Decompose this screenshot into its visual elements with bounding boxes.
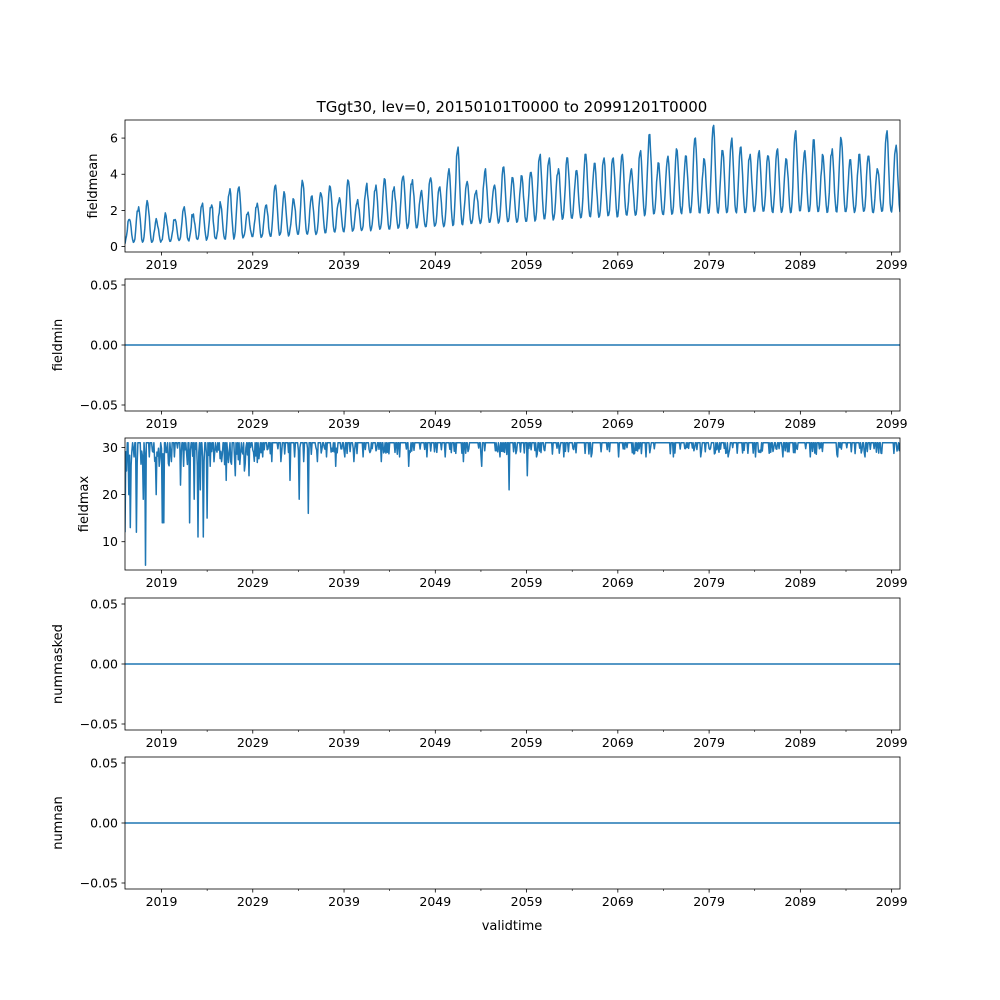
x-tick-label: 2049 (419, 894, 451, 909)
y-tick-label: 0.05 (90, 597, 118, 612)
x-tick-label: 2039 (328, 257, 360, 272)
y-tick-label: −0.05 (80, 717, 118, 732)
y-tick-label: 6 (110, 131, 118, 146)
x-tick-label: 2059 (511, 894, 543, 909)
x-tick-label: 2079 (693, 416, 725, 431)
x-tick-label: 2019 (146, 416, 178, 431)
chart-title: TGgt30, lev=0, 20150101T0000 to 20991201… (316, 98, 708, 116)
x-tick-label: 2079 (693, 735, 725, 750)
axes-frame-fieldmax (124, 437, 901, 571)
y-tick-label: 0.00 (90, 816, 118, 831)
y-axis-label-fieldmax: fieldmax (77, 476, 92, 533)
x-tick-label: 2059 (511, 416, 543, 431)
x-tick-label: 2019 (146, 257, 178, 272)
axes-frame-fieldmean (124, 119, 901, 253)
x-tick-label: 2019 (146, 735, 178, 750)
y-tick-label: 2 (110, 203, 118, 218)
x-tick-label: 2059 (511, 575, 543, 590)
x-tick-label: 2079 (693, 257, 725, 272)
x-tick-label: 2089 (784, 257, 816, 272)
x-tick-label: 2029 (237, 735, 269, 750)
y-tick-label: 0.00 (90, 657, 118, 672)
x-tick-label: 2099 (876, 257, 908, 272)
subplot-fieldmax: 10 20 30 fieldmax 2019 2029 2039 2049 2059 2069 20… (77, 437, 908, 590)
x-tick-label: 2069 (602, 894, 634, 909)
y-tick-label: 10 (102, 534, 118, 549)
subplot-fieldmin: −0.05 0.00 0.05 fieldmin 2019 2029 2039 2049 205… (51, 278, 908, 432)
x-tick-label: 2059 (511, 735, 543, 750)
x-tick-label: 2059 (511, 257, 543, 272)
y-tick-label: −0.05 (80, 398, 118, 413)
x-tick-label: 2089 (784, 575, 816, 590)
y-tick-label: 0.00 (90, 338, 118, 353)
x-tick-label: 2099 (876, 894, 908, 909)
y-tick-label: −0.05 (80, 876, 118, 891)
subplot-nummasked: −0.05 0.00 0.05 nummasked 2019 2029 2039 2049 20… (51, 597, 908, 751)
x-tick-label: 2089 (784, 894, 816, 909)
subplots: 0 2 4 6 fieldmean 2019 2029 2039 2049 2059 2069 207… (51, 119, 908, 910)
x-tick-label: 2089 (784, 416, 816, 431)
x-tick-label: 2069 (602, 257, 634, 272)
x-tick-label: 2039 (328, 735, 360, 750)
x-tick-label: 2099 (876, 575, 908, 590)
x-tick-label: 2089 (784, 735, 816, 750)
x-tick-label: 2079 (693, 575, 725, 590)
x-axis-label: validtime (482, 919, 543, 934)
series-line-fieldmean (125, 124, 900, 244)
x-tick-label: 2039 (328, 416, 360, 431)
y-tick-label: 4 (110, 167, 118, 182)
subplot-numnan: −0.05 0.00 0.05 numnan 2019 2029 2039 2049 2059 2… (51, 756, 908, 910)
x-tick-label: 2079 (693, 894, 725, 909)
x-tick-label: 2019 (146, 894, 178, 909)
x-tick-label: 2029 (237, 416, 269, 431)
x-tick-label: 2029 (237, 894, 269, 909)
y-tick-label: 0.05 (90, 756, 118, 771)
y-tick-label: 0.05 (90, 278, 118, 293)
x-tick-label: 2069 (602, 735, 634, 750)
x-tick-label: 2039 (328, 575, 360, 590)
x-tick-label: 2019 (146, 575, 178, 590)
y-axis-label-fieldmin: fieldmin (51, 319, 66, 372)
y-tick-label: 0 (110, 239, 118, 254)
x-tick-label: 2099 (876, 416, 908, 431)
series-line-fieldmax (125, 441, 900, 567)
y-axis-label-nummasked: nummasked (51, 624, 66, 704)
x-tick-label: 2049 (419, 257, 451, 272)
y-axis-label-fieldmean: fieldmean (86, 154, 101, 219)
x-tick-label: 2069 (602, 575, 634, 590)
x-tick-label: 2049 (419, 735, 451, 750)
x-tick-label: 2039 (328, 894, 360, 909)
subplot-fieldmean: 0 2 4 6 fieldmean 2019 2029 2039 2049 2059 2069 207… (86, 119, 908, 272)
x-tick-label: 2069 (602, 416, 634, 431)
y-tick-label: 30 (102, 440, 118, 455)
x-tick-label: 2029 (237, 575, 269, 590)
y-axis-label-numnan: numnan (51, 796, 66, 850)
y-tick-label: 20 (102, 487, 118, 502)
x-tick-label: 2049 (419, 416, 451, 431)
x-tick-label: 2049 (419, 575, 451, 590)
x-tick-label: 2099 (876, 735, 908, 750)
x-tick-label: 2029 (237, 257, 269, 272)
